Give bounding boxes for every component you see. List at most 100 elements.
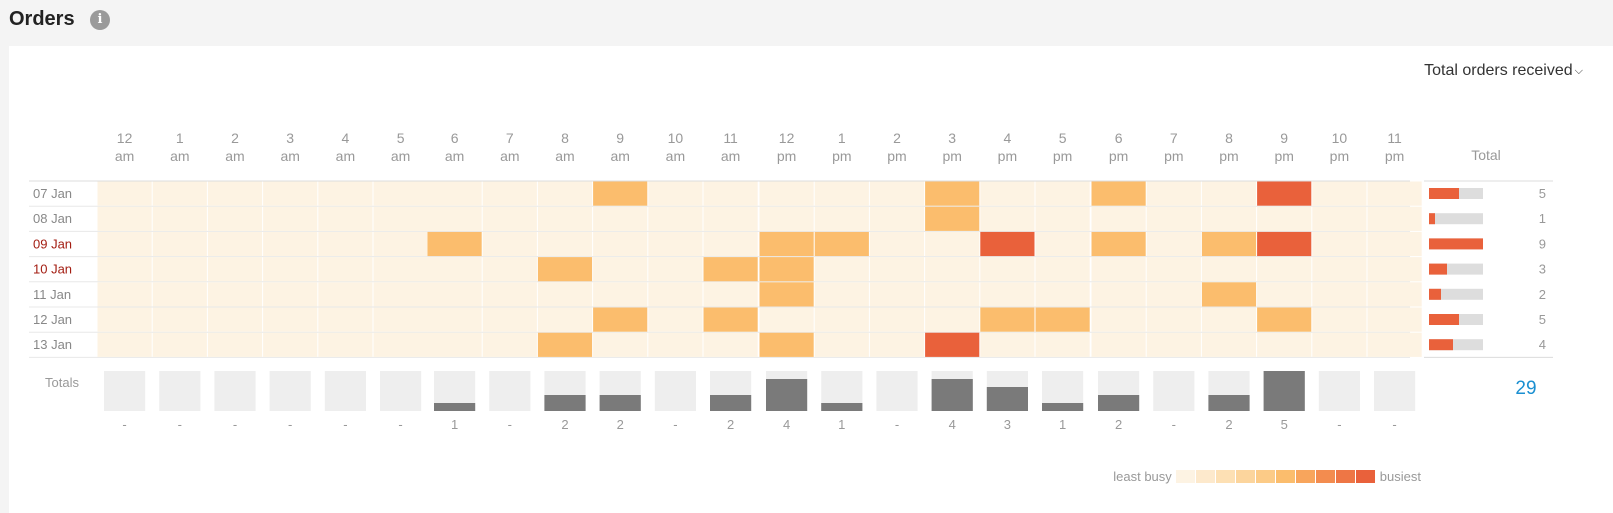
heatmap-cell[interactable] bbox=[703, 206, 758, 231]
heatmap-cell[interactable] bbox=[869, 332, 925, 357]
heatmap-cell[interactable] bbox=[1257, 231, 1312, 257]
heatmap-cell[interactable] bbox=[1367, 257, 1422, 282]
heatmap-cell[interactable] bbox=[759, 282, 814, 307]
heatmap-cell[interactable] bbox=[427, 181, 482, 206]
heatmap-cell[interactable] bbox=[814, 181, 869, 206]
heatmap-cell[interactable] bbox=[980, 307, 1035, 332]
heatmap-cell[interactable] bbox=[97, 282, 152, 307]
heatmap-cell[interactable] bbox=[648, 307, 703, 332]
heatmap-cell[interactable] bbox=[427, 332, 482, 357]
heatmap-cell[interactable] bbox=[537, 231, 593, 257]
heatmap-cell[interactable] bbox=[152, 206, 207, 231]
heatmap-cell[interactable] bbox=[263, 231, 318, 257]
heatmap-cell[interactable] bbox=[869, 307, 925, 332]
heatmap-cell[interactable] bbox=[1257, 206, 1312, 231]
heatmap-cell[interactable] bbox=[1035, 231, 1090, 257]
heatmap-cell[interactable] bbox=[1312, 307, 1367, 332]
heatmap-cell[interactable] bbox=[814, 332, 869, 357]
heatmap-cell[interactable] bbox=[1201, 257, 1257, 282]
heatmap-cell[interactable] bbox=[703, 231, 758, 257]
heatmap-cell[interactable] bbox=[593, 181, 648, 206]
heatmap-cell[interactable] bbox=[263, 257, 318, 282]
heatmap-cell[interactable] bbox=[814, 206, 869, 231]
heatmap-cell[interactable] bbox=[1367, 332, 1422, 357]
heatmap-cell[interactable] bbox=[537, 257, 593, 282]
heatmap-cell[interactable] bbox=[1035, 307, 1090, 332]
heatmap-cell[interactable] bbox=[482, 332, 537, 357]
heatmap-cell[interactable] bbox=[925, 307, 980, 332]
heatmap-cell[interactable] bbox=[703, 307, 758, 332]
heatmap-cell[interactable] bbox=[1091, 282, 1146, 307]
heatmap-cell[interactable] bbox=[814, 231, 869, 257]
heatmap-cell[interactable] bbox=[427, 257, 482, 282]
heatmap-cell[interactable] bbox=[318, 257, 373, 282]
heatmap-cell[interactable] bbox=[263, 307, 318, 332]
heatmap-cell[interactable] bbox=[152, 282, 207, 307]
heatmap-cell[interactable] bbox=[1312, 231, 1367, 257]
heatmap-cell[interactable] bbox=[869, 231, 925, 257]
heatmap-cell[interactable] bbox=[1146, 231, 1201, 257]
heatmap-cell[interactable] bbox=[97, 231, 152, 257]
heatmap-cell[interactable] bbox=[814, 307, 869, 332]
heatmap-cell[interactable] bbox=[1367, 231, 1422, 257]
heatmap-cell[interactable] bbox=[1257, 307, 1312, 332]
heatmap-cell[interactable] bbox=[869, 282, 925, 307]
heatmap-cell[interactable] bbox=[263, 206, 318, 231]
heatmap-cell[interactable] bbox=[869, 181, 925, 206]
heatmap-cell[interactable] bbox=[427, 307, 482, 332]
heatmap-cell[interactable] bbox=[1201, 206, 1257, 231]
heatmap-cell[interactable] bbox=[1257, 332, 1312, 357]
heatmap-cell[interactable] bbox=[1367, 206, 1422, 231]
heatmap-cell[interactable] bbox=[1146, 257, 1201, 282]
heatmap-cell[interactable] bbox=[703, 282, 758, 307]
heatmap-cell[interactable] bbox=[759, 206, 814, 231]
heatmap-cell[interactable] bbox=[1146, 332, 1201, 357]
heatmap-cell[interactable] bbox=[980, 282, 1035, 307]
heatmap-cell[interactable] bbox=[152, 332, 207, 357]
heatmap-cell[interactable] bbox=[703, 257, 758, 282]
heatmap-cell[interactable] bbox=[1312, 257, 1367, 282]
heatmap-cell[interactable] bbox=[1091, 332, 1146, 357]
heatmap-cell[interactable] bbox=[759, 307, 814, 332]
heatmap-cell[interactable] bbox=[207, 307, 263, 332]
heatmap-cell[interactable] bbox=[373, 257, 428, 282]
heatmap-cell[interactable] bbox=[648, 282, 703, 307]
heatmap-cell[interactable] bbox=[1035, 332, 1090, 357]
heatmap-cell[interactable] bbox=[703, 332, 758, 357]
heatmap-cell[interactable] bbox=[703, 181, 758, 206]
heatmap-cell[interactable] bbox=[97, 332, 152, 357]
heatmap-cell[interactable] bbox=[373, 231, 428, 257]
heatmap-cell[interactable] bbox=[207, 282, 263, 307]
heatmap-cell[interactable] bbox=[1146, 307, 1201, 332]
heatmap-cell[interactable] bbox=[1201, 181, 1257, 206]
heatmap-cell[interactable] bbox=[97, 181, 152, 206]
heatmap-cell[interactable] bbox=[759, 181, 814, 206]
heatmap-cell[interactable] bbox=[1091, 231, 1146, 257]
heatmap-cell[interactable] bbox=[97, 257, 152, 282]
heatmap-cell[interactable] bbox=[980, 231, 1035, 257]
heatmap-cell[interactable] bbox=[980, 332, 1035, 357]
heatmap-cell[interactable] bbox=[263, 181, 318, 206]
heatmap-cell[interactable] bbox=[318, 332, 373, 357]
heatmap-cell[interactable] bbox=[373, 181, 428, 206]
heatmap-cell[interactable] bbox=[593, 282, 648, 307]
heatmap-cell[interactable] bbox=[1312, 206, 1367, 231]
heatmap-cell[interactable] bbox=[1312, 332, 1367, 357]
heatmap-cell[interactable] bbox=[1146, 206, 1201, 231]
heatmap-cell[interactable] bbox=[482, 231, 537, 257]
heatmap-cell[interactable] bbox=[593, 307, 648, 332]
heatmap-cell[interactable] bbox=[648, 257, 703, 282]
heatmap-cell[interactable] bbox=[648, 181, 703, 206]
heatmap-cell[interactable] bbox=[1091, 307, 1146, 332]
heatmap-cell[interactable] bbox=[207, 206, 263, 231]
heatmap-cell[interactable] bbox=[263, 332, 318, 357]
heatmap-cell[interactable] bbox=[97, 206, 152, 231]
heatmap-cell[interactable] bbox=[1091, 181, 1146, 206]
heatmap-cell[interactable] bbox=[925, 206, 980, 231]
heatmap-cell[interactable] bbox=[373, 206, 428, 231]
heatmap-cell[interactable] bbox=[207, 181, 263, 206]
heatmap-cell[interactable] bbox=[925, 332, 980, 357]
heatmap-cell[interactable] bbox=[1312, 181, 1367, 206]
heatmap-cell[interactable] bbox=[759, 332, 814, 357]
heatmap-cell[interactable] bbox=[152, 307, 207, 332]
